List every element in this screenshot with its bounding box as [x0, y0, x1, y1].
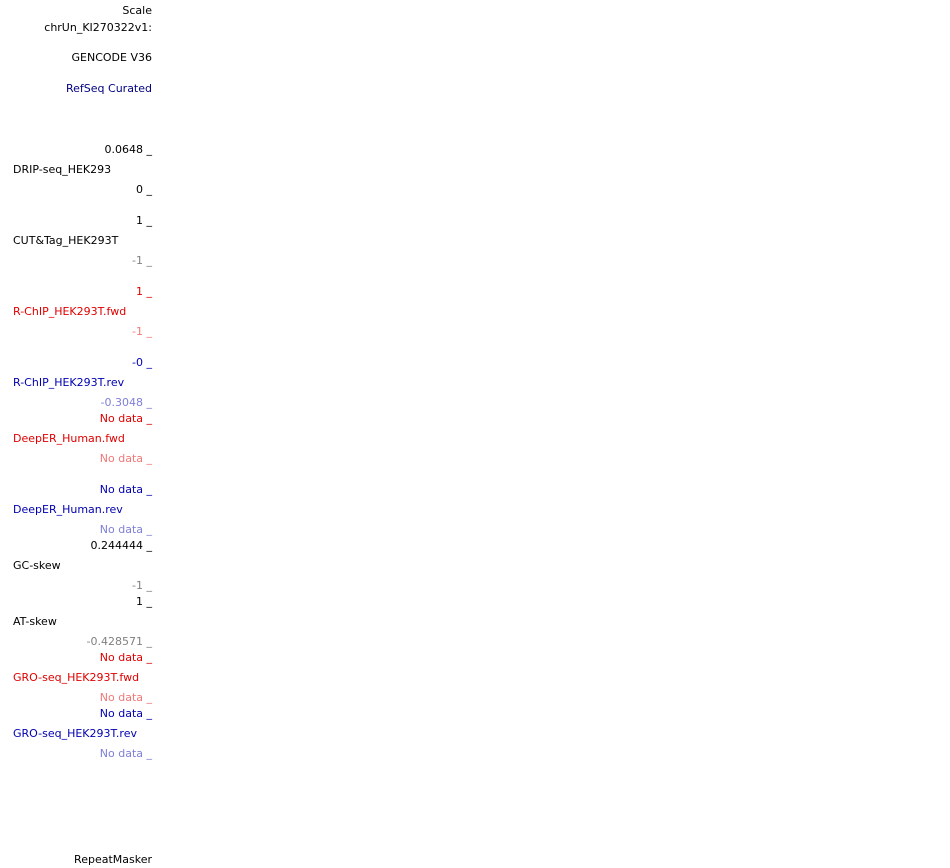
at-skew-track-label[interactable]: AT-skew — [13, 615, 57, 628]
track-label-panel: Scale chrUn_KI270322v1: GENCODE V36 RefS… — [0, 0, 160, 868]
deeper-rev-min-label: No data _ — [99, 523, 152, 536]
rchip-rev-min-label: -0.3048 _ — [100, 396, 152, 409]
at-skew-min-label: -0.428571 _ — [86, 635, 152, 648]
gro-rev-max-label: No data _ — [99, 707, 152, 720]
deeper-rev-track-label[interactable]: DeepER_Human.rev — [13, 503, 123, 516]
deeper-rev-max-label: No data _ — [99, 483, 152, 496]
rchip-fwd-max-label: 1 _ — [136, 285, 152, 298]
cuttag-max-label: 1 _ — [136, 214, 152, 227]
deeper-fwd-max-label: No data _ — [99, 412, 152, 425]
cuttag-min-label: -1 _ — [132, 254, 152, 267]
chromosome-label: chrUn_KI270322v1: — [44, 21, 152, 34]
rchip-fwd-min-label: -1 _ — [132, 325, 152, 338]
gro-rev-min-label: No data _ — [99, 747, 152, 760]
drip-seq-track-label[interactable]: DRIP-seq_HEK293 — [13, 163, 112, 176]
gro-fwd-max-label: No data _ — [99, 651, 152, 664]
cuttag-track-label[interactable]: CUT&Tag_HEK293T — [13, 234, 119, 247]
gc-skew-max-label: 0.244444 _ — [90, 539, 152, 552]
gro-fwd-track-label[interactable]: GRO-seq_HEK293T.fwd — [13, 671, 140, 684]
scale-label: Scale — [122, 4, 152, 17]
deeper-fwd-min-label: No data _ — [99, 452, 152, 465]
refseq-track-label[interactable]: RefSeq Curated — [66, 82, 152, 95]
gro-rev-track-label[interactable]: GRO-seq_HEK293T.rev — [13, 727, 137, 740]
at-skew-max-label: 1 _ — [136, 595, 152, 608]
rchip-rev-max-label: -0 _ — [132, 356, 152, 369]
rchip-fwd-track-label[interactable]: R-ChIP_HEK293T.fwd — [13, 305, 127, 318]
rchip-rev-track-label[interactable]: R-ChIP_HEK293T.rev — [13, 376, 125, 389]
gro-fwd-min-label: No data _ — [99, 691, 152, 704]
gc-skew-min-label: -1 _ — [132, 579, 152, 592]
gencode-track-label[interactable]: GENCODE V36 — [71, 51, 152, 64]
repeatmasker-track-label[interactable]: RepeatMasker — [74, 853, 152, 866]
drip-seq-max-label: 0.0648 _ — [104, 143, 153, 156]
gc-skew-track-label[interactable]: GC-skew — [13, 559, 61, 572]
drip-seq-min-label: 0 _ — [136, 183, 152, 196]
deeper-fwd-track-label[interactable]: DeepER_Human.fwd — [13, 432, 125, 445]
